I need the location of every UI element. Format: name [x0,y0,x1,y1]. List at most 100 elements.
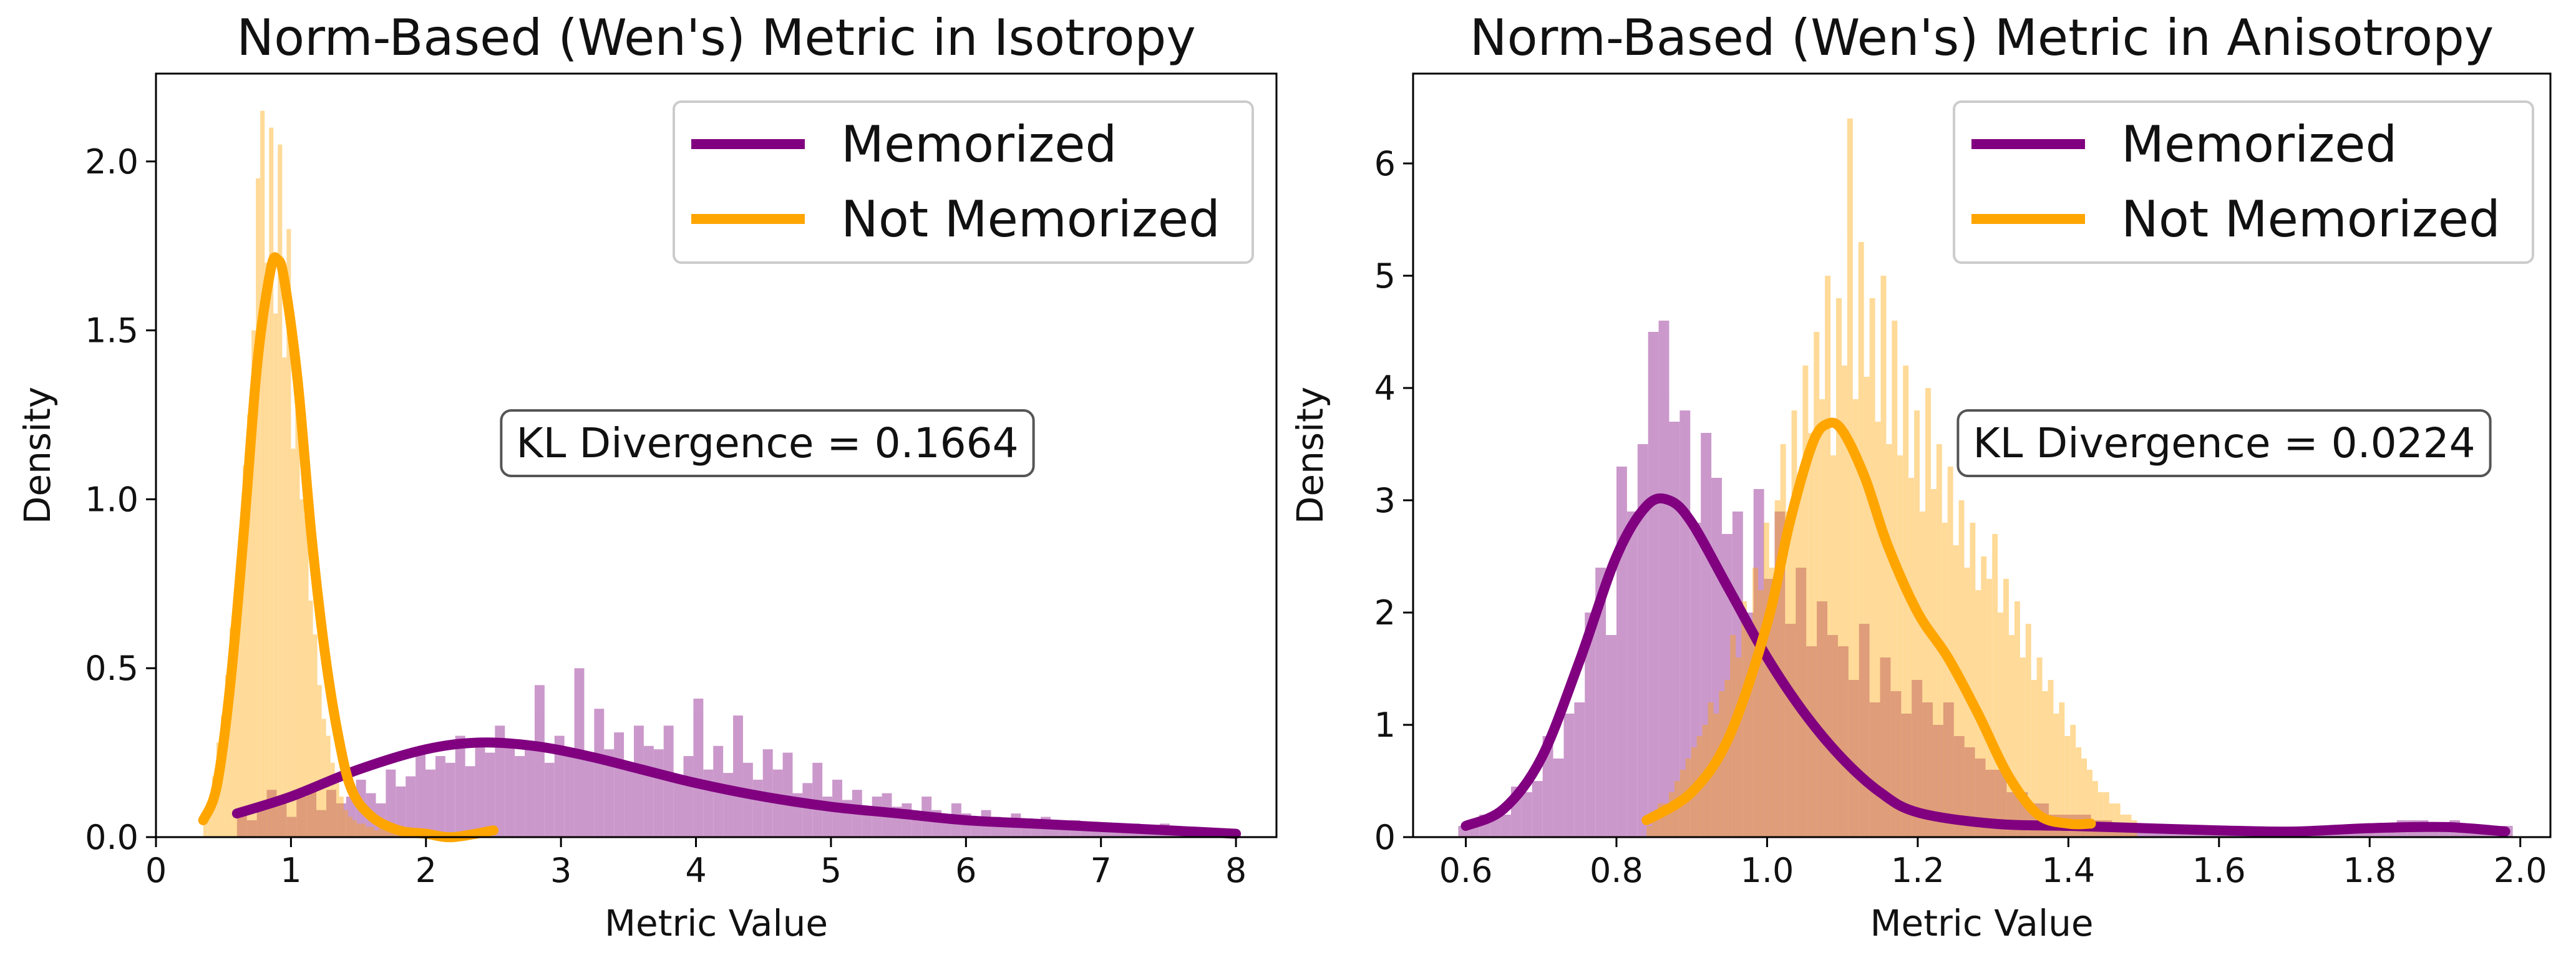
hist-bar [1595,568,1606,837]
hist-bar [1875,422,1881,837]
hist-bar [269,127,274,837]
hist-bar [1648,332,1659,837]
hist-bar [1752,568,1758,837]
hist-bar [2025,624,2031,837]
hist-bar [352,820,357,837]
hist-bar [1830,455,1837,837]
hist-bar [1802,366,1809,837]
hist-bar [243,465,248,837]
hist-bar [445,762,455,837]
hist-bar [2059,702,2065,837]
hist-bar [316,810,326,837]
hist-bar [1958,500,1965,837]
hist-bar [1864,377,1870,837]
x-tick-label: 1.4 [2041,851,2095,890]
hist-bar [387,830,392,837]
kde-line-memorized [1461,493,2510,837]
hist-bar [286,817,297,837]
hist-bar [534,685,545,837]
hist-bar [365,827,370,837]
kl-divergence-text: KL Divergence = 0.1664 [516,419,1018,467]
legend-box [673,100,1254,264]
hist-bar [374,830,379,837]
hist-bar [396,786,406,837]
hist-bar [1500,815,1511,837]
hist-bar [1669,422,1680,837]
hist-bar [703,769,714,837]
kl-divergence-text: KL Divergence = 0.0224 [1973,419,2475,467]
hist-bar [1933,725,1943,837]
hist-bar [236,813,247,837]
hist-bar [1658,803,1664,837]
y-tick-label: 3 [1374,481,1396,520]
hist-bar [1817,601,1828,837]
hist-bar [299,499,304,837]
legend-label: Memorized [841,115,1117,173]
hist-bar [485,752,495,837]
y-axis-label: Density [1289,387,1331,525]
y-tick-label: 0.0 [85,818,139,857]
x-axis-label: Metric Value [605,902,828,944]
kl-box [1956,409,2492,477]
hist-bar [348,817,352,837]
hist-bar [282,357,287,837]
hist-bar [2014,601,2020,837]
y-tick-label: 0 [1374,818,1396,857]
hist-bar [2003,579,2009,837]
hist-bar [1719,691,1725,837]
hist-bar [634,725,644,837]
hist-bar [334,783,339,837]
hist-bar [1852,399,1859,837]
hist-bar [317,685,322,837]
hist-bar [2076,747,2082,837]
hist-bar [872,797,882,837]
y-tick-label: 2.0 [85,142,139,182]
hist-bar [1897,455,1903,837]
hist-bar [1848,680,1859,837]
hist-bar [2070,725,2076,837]
hist-bar [1847,119,1853,837]
hist-bar [1658,321,1670,837]
hist-bar [2019,657,2026,837]
hist-bar [1721,534,1733,837]
hist-bar [495,725,505,837]
x-tick-label: 6 [955,851,976,890]
hist-bar [1574,702,1585,837]
x-tick-label: 2.0 [2494,851,2547,890]
hist-bar [203,820,208,837]
hist-bar [278,144,283,838]
hist-bar [1922,702,1933,837]
hist-bar [1903,366,1909,837]
hist-bar [614,732,625,837]
hist-bar [1780,444,1786,837]
legend: Memorized Not Memorized [673,100,1254,264]
kl-box [500,409,1035,477]
hist-bar [653,749,664,837]
hist-bar [1741,601,1747,837]
hist-bar [339,797,344,837]
hist-bar [1736,657,1742,837]
chart-title: Norm-Based (Wen's) Metric in Anisotropy [1470,9,2494,67]
hist-bar [1814,332,1820,837]
hist-bar [1825,276,1831,837]
hist-bar [733,715,743,837]
hist-bar [435,756,445,837]
hist-bar [356,823,361,837]
hist-bar [1964,747,1975,837]
chart-panel-anisotropy: 0.6 0.8 1.0 1.2 1.4 1.6 1.8 2.0 0 1 2 3 4 5 6 Norm-Base… [1289,9,2552,944]
hist-bar [1943,702,1954,837]
hist-bar [1998,613,2004,837]
hist-bar [2048,680,2054,837]
hist-bar [1786,512,1792,837]
kde-line-not-memorized [1641,417,2096,830]
hist-bar [369,827,375,837]
x-axis-label: Metric Value [1870,902,2093,944]
hist-bar [624,769,634,837]
hist-bar [594,709,605,837]
hist-bar [1992,534,1998,837]
hist-bar [361,823,366,837]
x-tick-label: 5 [820,851,842,890]
hist-bar [1616,467,1627,837]
hist-bar [1797,478,1803,837]
hist-bar [1819,399,1825,837]
